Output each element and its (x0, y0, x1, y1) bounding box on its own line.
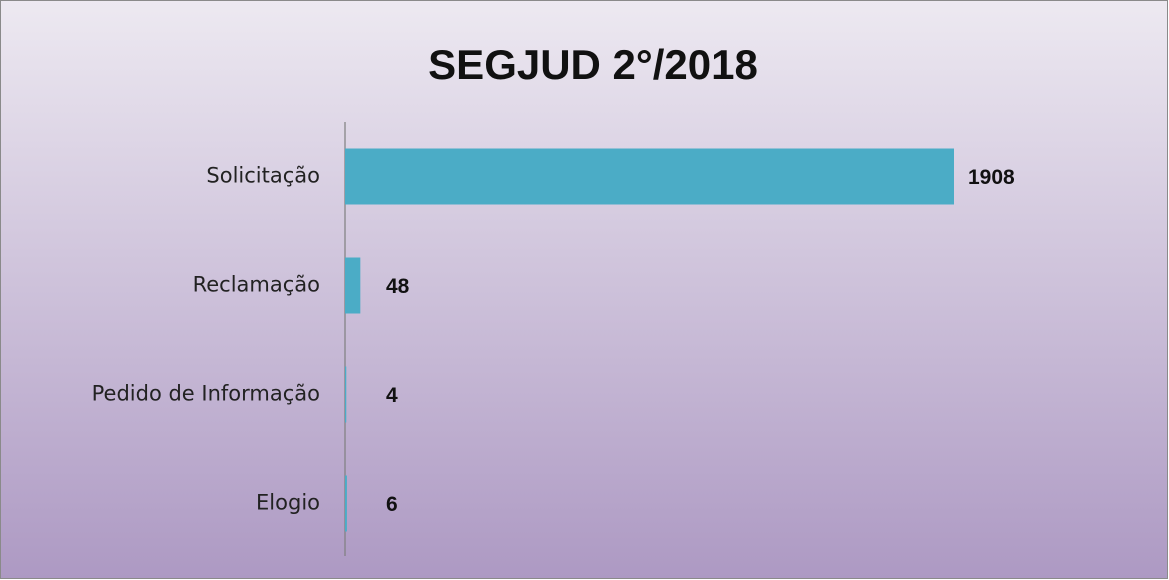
data-label: 6 (386, 493, 398, 516)
bar (345, 366, 347, 423)
bar (345, 257, 361, 314)
bar (345, 148, 954, 205)
data-label: 4 (386, 384, 398, 407)
data-label: 48 (386, 275, 410, 298)
data-label: 1908 (968, 166, 1015, 189)
y-tick-label: Reclamação (193, 273, 320, 297)
y-tick-label: Pedido de Informação (92, 382, 320, 406)
chart-title: SEGJUD 2°/2018 (428, 41, 758, 88)
y-tick-label: Solicitação (206, 164, 320, 188)
y-tick-label: Elogio (256, 491, 320, 515)
bar (345, 475, 347, 532)
